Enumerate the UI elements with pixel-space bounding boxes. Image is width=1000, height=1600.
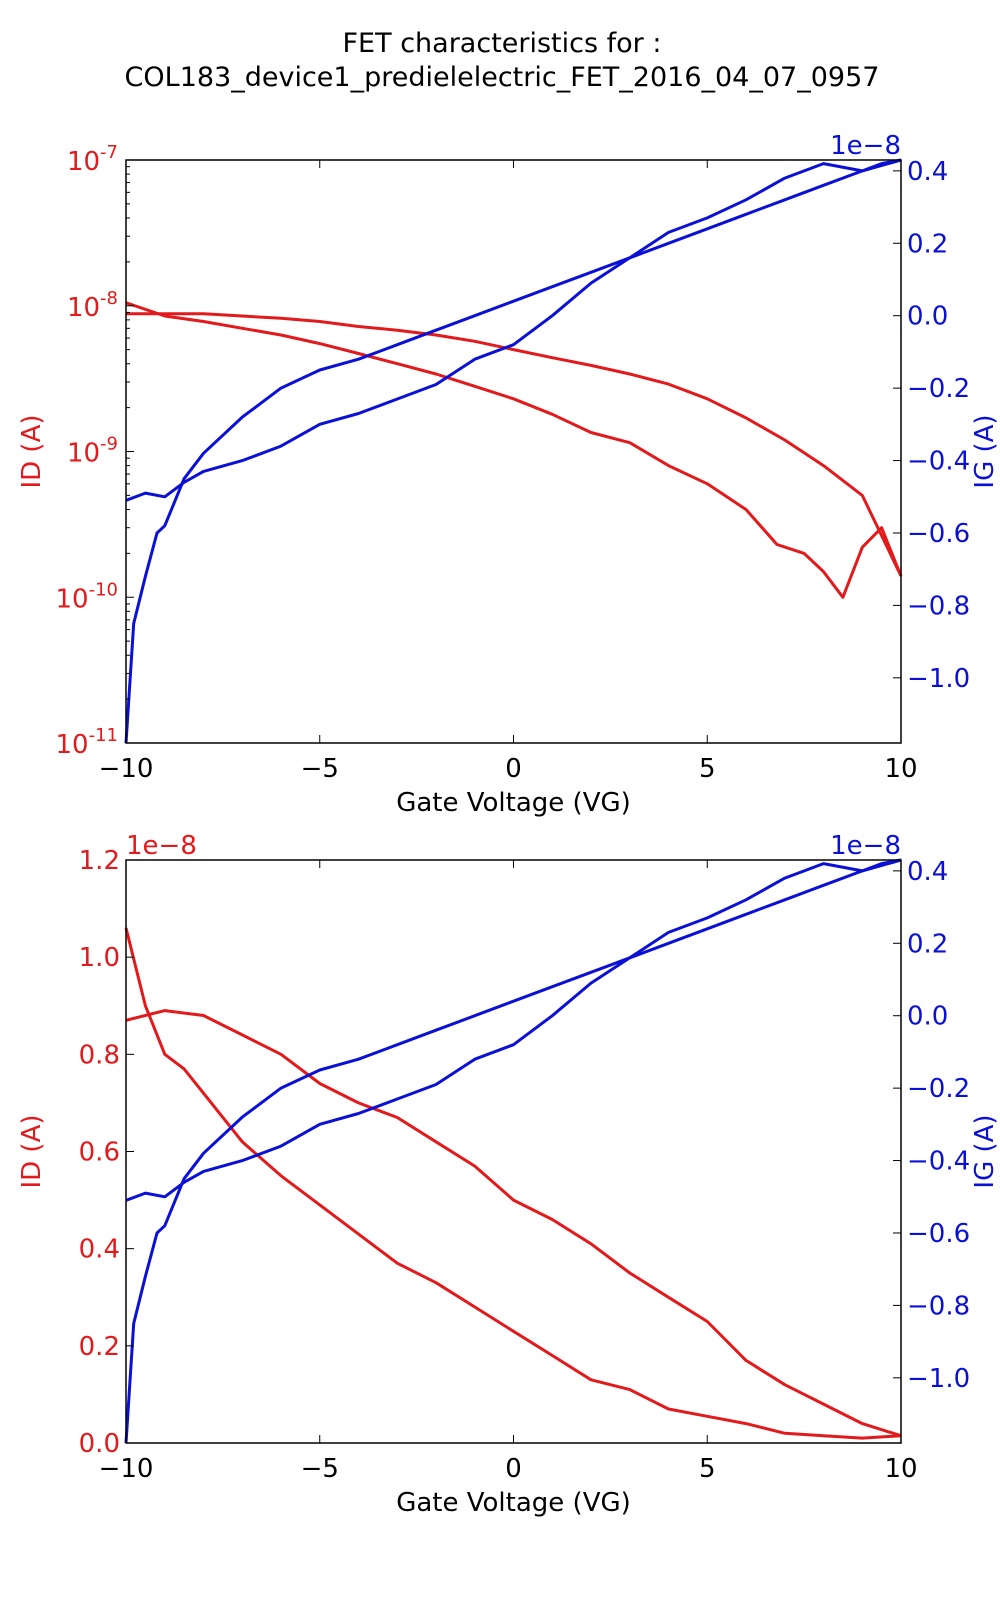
bottom-panel-linear-scale: −10 −5 0 5 10 Gate Voltage (VG) 1.2 1.0 0.8 0.6 0.… xyxy=(17,831,1000,1518)
left-tick-label: 1.2 xyxy=(79,846,120,876)
series-line-ig-4 xyxy=(125,858,902,1202)
left-tick-label: 1.0 xyxy=(79,943,120,973)
left-tick-base: 10 xyxy=(67,439,100,469)
left-tick-label: 10-11 xyxy=(56,725,119,760)
right-tick-label: 0.0 xyxy=(907,1002,948,1032)
right-tick-label: −0.6 xyxy=(907,519,970,549)
left-tick-label: 0.2 xyxy=(79,1332,120,1362)
left-tick-exponent: -11 xyxy=(89,725,118,746)
series-line-id-1 xyxy=(124,927,902,1440)
left-tick-exponent: -10 xyxy=(89,579,118,600)
x-tick-label: −10 xyxy=(99,1454,154,1484)
x-tick-label: −5 xyxy=(301,1454,339,1484)
x-axis-label: Gate Voltage (VG) xyxy=(396,1488,631,1518)
left-tick-label: 0.6 xyxy=(79,1138,120,1168)
x-axis-label: Gate Voltage (VG) xyxy=(396,788,631,818)
right-tick-label: −0.8 xyxy=(907,1291,970,1321)
plot-frame xyxy=(125,859,902,1444)
figure-title-line1: FET characteristics for : xyxy=(343,28,662,59)
left-tick-exponent: -8 xyxy=(100,288,118,309)
right-tick-label: 0.4 xyxy=(907,157,948,187)
series-line-ig-3 xyxy=(124,158,902,744)
left-axis-label: ID (A) xyxy=(17,1114,47,1188)
x-tick-label: −5 xyxy=(301,754,339,784)
left-tick-label: 10-10 xyxy=(56,579,119,614)
series-line-id-2 xyxy=(125,1009,902,1438)
left-tick-label: 10-9 xyxy=(67,434,118,469)
x-tick-label: 0 xyxy=(505,754,522,784)
left-tick-base: 10 xyxy=(56,584,89,614)
x-tick-label: −10 xyxy=(99,754,154,784)
left-tick-base: 10 xyxy=(56,730,89,760)
left-tick-label: 0.0 xyxy=(79,1429,120,1459)
x-tick-label: 5 xyxy=(699,754,716,784)
left-offset-label: 1e−8 xyxy=(126,831,197,861)
left-tick-label: 0.8 xyxy=(79,1040,120,1070)
x-tick-label: 10 xyxy=(884,1454,917,1484)
right-tick-label: −0.4 xyxy=(907,1147,970,1177)
left-tick-base: 10 xyxy=(67,147,100,177)
series-line-id-2 xyxy=(126,312,903,577)
figure-title-line2: COL183_device1_predielelectric_FET_2016_… xyxy=(125,62,880,93)
series-line-id-1 xyxy=(125,301,903,599)
x-tick-label: 0 xyxy=(505,1454,522,1484)
left-tick-base: 10 xyxy=(67,293,100,323)
left-tick-label: 10-8 xyxy=(67,288,118,323)
right-tick-label: 0.4 xyxy=(907,857,948,887)
right-tick-label: −0.2 xyxy=(907,374,970,404)
plot-frame xyxy=(125,159,902,744)
left-tick-label: 0.4 xyxy=(79,1235,120,1265)
left-tick-label: 10-7 xyxy=(67,142,118,177)
right-offset-label: 1e−8 xyxy=(830,131,901,161)
right-tick-label: 0.2 xyxy=(907,929,948,959)
right-tick-label: −0.6 xyxy=(907,1219,970,1249)
right-offset-label: 1e−8 xyxy=(830,831,901,861)
right-tick-label: 0.0 xyxy=(907,302,948,332)
right-tick-label: 0.2 xyxy=(907,229,948,259)
right-tick-label: −0.4 xyxy=(907,447,970,477)
series-line-ig-3 xyxy=(124,858,902,1444)
right-axis-label: IG (A) xyxy=(970,1114,1000,1188)
left-tick-exponent: -7 xyxy=(100,142,118,163)
right-axis-label: IG (A) xyxy=(970,414,1000,488)
right-tick-label: −0.8 xyxy=(907,591,970,621)
left-axis-label: ID (A) xyxy=(17,414,47,488)
right-tick-label: −1.0 xyxy=(907,1364,970,1394)
left-tick-exponent: -9 xyxy=(100,434,118,455)
x-tick-label: 5 xyxy=(699,1454,716,1484)
right-tick-label: −1.0 xyxy=(907,664,970,694)
right-tick-label: −0.2 xyxy=(907,1074,970,1104)
x-tick-label: 10 xyxy=(884,754,917,784)
series-line-ig-4 xyxy=(125,158,902,502)
